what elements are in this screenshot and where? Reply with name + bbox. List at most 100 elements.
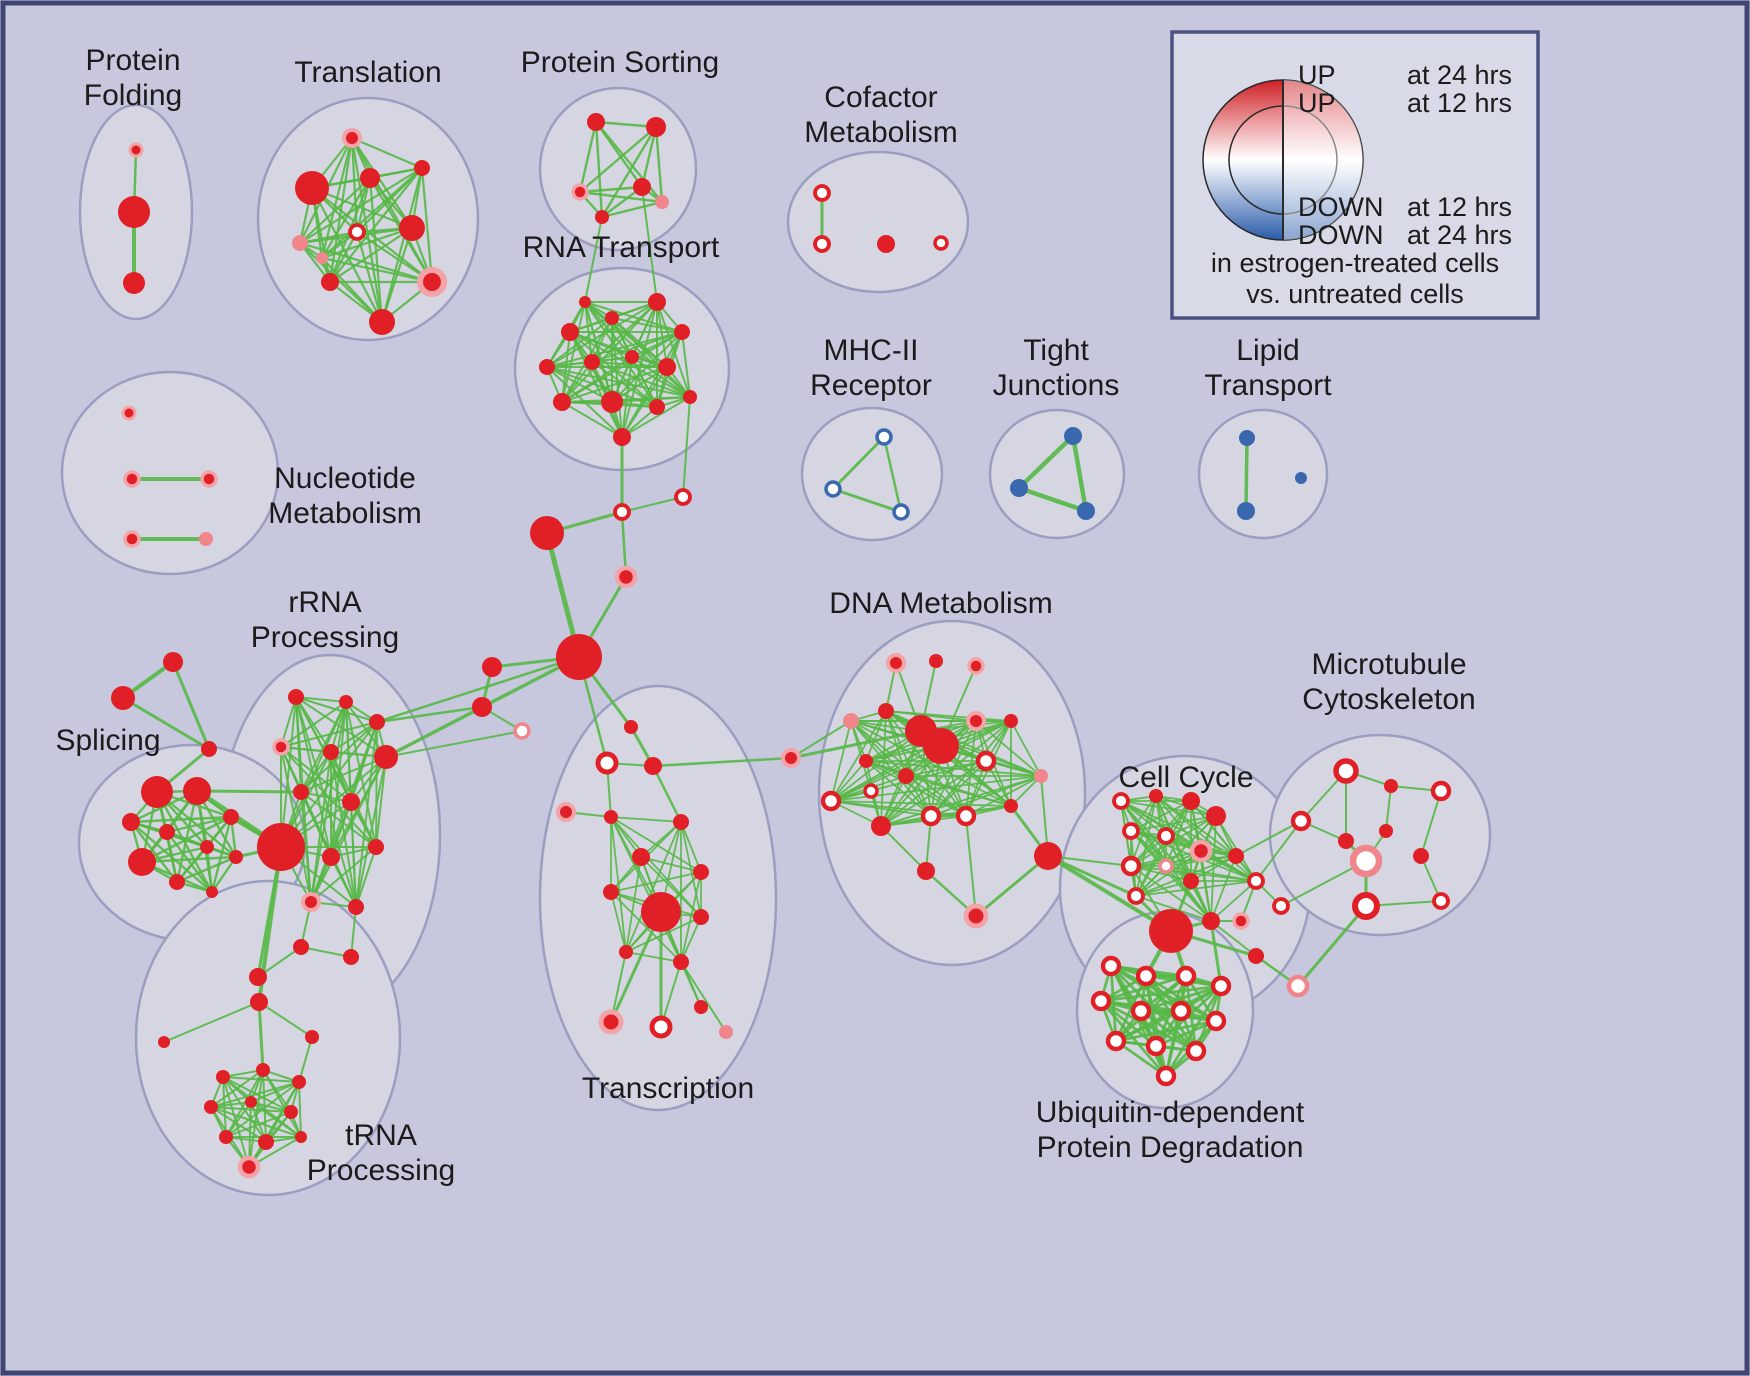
edge-tn6-tn7 (210, 1081, 300, 1108)
node-tc9 (641, 892, 681, 932)
edge-tc7-tc8 (610, 871, 702, 893)
node-mc9 (1351, 891, 1381, 921)
node-mc6 (1379, 824, 1393, 838)
node-tn12 (295, 1131, 307, 1143)
edge-rr4-rr12 (280, 746, 312, 903)
edge-rr3-rr13 (355, 721, 378, 908)
node-ub5 (1090, 990, 1112, 1012)
edge-dm10-dm16 (865, 760, 932, 817)
edge-tc2-cn1 (651, 756, 793, 768)
edge-tr4-tr10 (380, 166, 424, 324)
node-hub (556, 634, 602, 680)
edge-tr8-tr11 (320, 256, 434, 284)
edge-dm20-dm17 (965, 815, 977, 917)
cluster-mhc-ii-receptor-ellipse (800, 406, 944, 542)
node-dm21 (863, 783, 879, 799)
node-cc6 (1157, 827, 1175, 845)
edge-tn6-tn8 (250, 1081, 300, 1103)
legend-row-2-time: at 12 hrs (1407, 88, 1512, 118)
edge-tr6-tr8 (355, 230, 434, 284)
edge-cc7-cc15 (1200, 850, 1212, 922)
node-rr11 (368, 839, 384, 855)
node-rt11 (649, 399, 665, 415)
edge-dm9-dm16 (930, 720, 1012, 817)
node-tr8 (417, 267, 447, 297)
cluster-cofactor-metabolism-ellipse (786, 150, 970, 294)
node-ps4 (633, 178, 651, 196)
legend-footer-line-2: vs. untreated cells (1246, 279, 1464, 309)
node-cc15 (1202, 912, 1220, 930)
node-ps5 (595, 210, 609, 224)
node-tc11 (619, 945, 633, 959)
edge-cc11-cc13 (1135, 880, 1192, 897)
edge-ub3-ub5 (1099, 974, 1188, 1003)
edge-rt5-rt14 (546, 366, 691, 398)
cluster-tight-junctions-label: Tight Junctions (993, 334, 1120, 402)
node-sp1 (141, 776, 173, 808)
node-tc13 (694, 1000, 708, 1014)
edge-tr4-tr8 (420, 166, 434, 284)
node-tj3 (1077, 502, 1095, 520)
edge-sp7-sp8 (140, 855, 238, 864)
cluster-rna-transport-label: RNA Transport (523, 231, 720, 264)
edge-ub8-ub10 (1154, 1019, 1218, 1048)
node-tr5 (292, 235, 308, 251)
node-ub1 (1100, 955, 1122, 977)
edge-tc6-tc10 (640, 856, 702, 918)
node-tj2 (1010, 479, 1028, 497)
edge-tc11-tc12 (625, 951, 682, 963)
node-dm11 (898, 768, 914, 784)
edge-tc8-tc11 (610, 891, 627, 953)
legend-row-4-time: at 24 hrs (1407, 220, 1512, 250)
node-ps3 (571, 183, 589, 201)
node-rt13 (579, 296, 591, 308)
node-rr15 (343, 949, 359, 965)
node-ub9 (1105, 1030, 1127, 1052)
node-tn13 (237, 1155, 261, 1179)
edge-tr3-tr10 (368, 176, 384, 324)
edge-dm14-dm17 (830, 800, 967, 817)
edge-sp5-sp10 (165, 830, 214, 894)
node-cc13 (1127, 887, 1145, 905)
cluster-lipid-transport-ellipse (1197, 408, 1329, 540)
cluster-dna-metabolism-label: DNA Metabolism (829, 587, 1052, 620)
edge-ub7-ub12 (1164, 1009, 1183, 1078)
edge-tr2-tr10 (310, 186, 384, 324)
node-sp8 (229, 850, 243, 864)
node-ps6 (655, 195, 669, 209)
edge-tn3-tn6 (298, 1036, 313, 1083)
edge-tj1-tj2 (1016, 433, 1076, 491)
node-dm17 (955, 805, 977, 827)
edge-ps3-ps6 (578, 190, 664, 204)
edge-rt12-rt13 (584, 301, 623, 438)
edge-tr7-tr9 (328, 226, 414, 284)
edge-tn5-tn13 (248, 1069, 264, 1168)
legend-row-2-direction: UP (1298, 88, 1336, 118)
node-mh2 (824, 480, 842, 498)
edge-rt6-rt14 (591, 361, 691, 398)
node-cc8 (1228, 848, 1244, 864)
node-tn10 (219, 1130, 233, 1144)
edge-x1-x2 (621, 496, 684, 513)
node-dm15 (871, 816, 891, 836)
node-tn1 (250, 993, 268, 1011)
edge-mc8-mc3 (1420, 790, 1442, 857)
edge-mh1-mh2 (831, 435, 886, 491)
edge-tn8-tn10 (225, 1101, 252, 1138)
edge-ps1-ps5 (594, 120, 604, 219)
edge-tr6-tr10 (355, 230, 384, 324)
edge-cc3-cc13 (1135, 800, 1192, 897)
edge-sp4-sp10 (210, 815, 233, 894)
node-rr5 (323, 744, 339, 760)
node-tc7 (693, 864, 709, 880)
edge-tc4-tc12 (610, 816, 682, 963)
edge-tn1-tn5 (257, 1000, 265, 1072)
edge-dm11-dm12 (905, 760, 987, 777)
edge-rr5-rr7 (300, 751, 332, 793)
node-tj1 (1064, 427, 1082, 445)
edge-tr6-tr9 (328, 230, 359, 284)
legend-row-1-direction: UP (1298, 60, 1336, 90)
cluster-nucleotide-metabolism-ellipse (60, 370, 280, 576)
node-cc14 (1149, 909, 1193, 953)
